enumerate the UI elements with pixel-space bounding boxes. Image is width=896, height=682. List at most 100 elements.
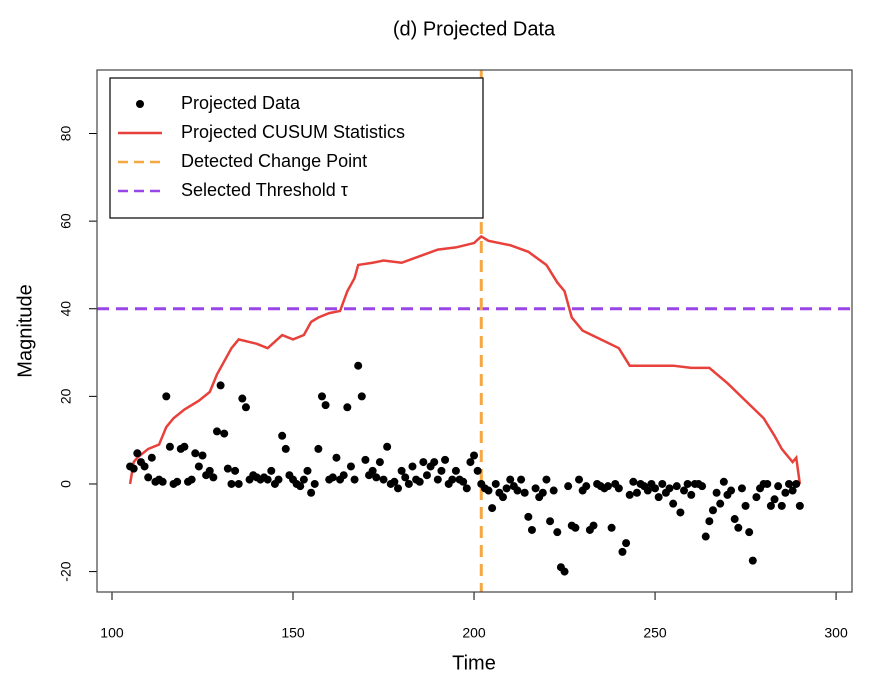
x-tick-label: 250 (643, 625, 667, 641)
data-point (582, 482, 591, 491)
y-tick-label: 60 (58, 213, 74, 229)
data-point (542, 475, 551, 484)
data-point (223, 464, 232, 473)
data-point (603, 482, 612, 491)
data-point (278, 431, 287, 440)
data-point (785, 479, 794, 488)
data-point (546, 517, 555, 526)
data-point (730, 515, 739, 524)
data-point (531, 484, 540, 493)
y-tick-label: 0 (58, 480, 74, 488)
data-point (133, 449, 142, 458)
data-point (433, 475, 442, 484)
data-point (680, 486, 689, 495)
data-point (745, 528, 754, 537)
data-point (448, 475, 457, 484)
data-point (310, 479, 319, 488)
data-point (328, 473, 337, 482)
data-point (622, 539, 631, 548)
data-point (473, 466, 482, 475)
data-point (267, 466, 276, 475)
data-point (513, 486, 522, 495)
data-point (792, 479, 801, 488)
data-point (575, 475, 584, 484)
data-point (502, 484, 511, 493)
data-point (498, 493, 507, 502)
legend: Projected Data Projected CUSUM Statistics… (109, 77, 484, 219)
data-point (430, 458, 439, 467)
data-point (180, 442, 189, 451)
data-point (517, 475, 526, 484)
data-point (607, 523, 616, 532)
data-point (241, 403, 250, 412)
data-point (419, 458, 428, 467)
data-point (687, 490, 696, 499)
data-point (317, 392, 326, 401)
data-point (296, 482, 305, 491)
data-point (571, 523, 580, 532)
data-point (314, 444, 323, 453)
data-point (676, 508, 685, 517)
y-tick-label: 80 (58, 126, 74, 142)
data-point (274, 475, 283, 484)
data-point (397, 466, 406, 475)
data-point (524, 512, 533, 521)
data-point (466, 458, 475, 467)
data-point (227, 479, 236, 488)
data-point (564, 482, 573, 491)
data-point (187, 475, 196, 484)
data-point (346, 462, 355, 471)
data-point (220, 429, 229, 438)
data-point (451, 466, 460, 475)
x-tick-label: 150 (281, 625, 305, 641)
data-point (415, 477, 424, 486)
data-point (737, 484, 746, 493)
data-point (625, 490, 634, 499)
data-point (643, 486, 652, 495)
data-point (716, 499, 725, 508)
data-point (321, 401, 330, 410)
legend-label: Selected Threshold τ (181, 180, 348, 200)
data-point (459, 477, 468, 486)
legend-symbol (136, 100, 144, 108)
plot-frame (96, 69, 853, 593)
data-point (781, 488, 790, 497)
data-point (299, 475, 308, 484)
x-tick-label: 300 (824, 625, 848, 641)
data-point (708, 506, 717, 515)
data-point (777, 501, 786, 510)
data-point (383, 442, 392, 451)
data-point (357, 392, 366, 401)
data-point (658, 479, 667, 488)
data-point (361, 455, 370, 464)
data-point (339, 471, 348, 480)
data-point (520, 488, 529, 497)
data-point (212, 427, 221, 436)
data-point (788, 486, 797, 495)
data-point (158, 477, 167, 486)
data-point (774, 482, 783, 491)
data-point (191, 449, 200, 458)
data-point (752, 493, 761, 502)
legend-box (109, 77, 484, 219)
data-point (506, 475, 515, 484)
data-point (144, 473, 153, 482)
data-point (549, 486, 558, 495)
data-point (375, 458, 384, 467)
data-point (437, 466, 446, 475)
data-point (672, 482, 681, 491)
data-point (216, 381, 225, 390)
data-point (379, 475, 388, 484)
data-point (470, 451, 479, 460)
data-point (162, 392, 171, 401)
data-point (140, 462, 149, 471)
data-point (654, 493, 663, 502)
data-point (209, 473, 218, 482)
data-point (527, 525, 536, 534)
legend-label: Projected Data (181, 93, 301, 113)
data-point (343, 403, 352, 412)
data-point (372, 473, 381, 482)
chart-title: (d) Projected Data (393, 18, 556, 40)
data-point (281, 444, 290, 453)
